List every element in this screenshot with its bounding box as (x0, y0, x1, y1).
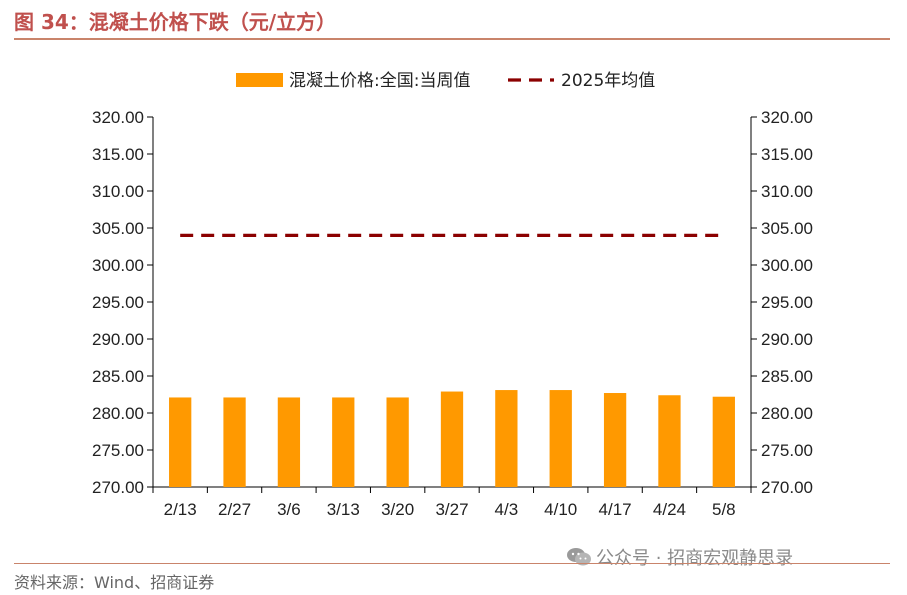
left-tick-label: 275.00 (92, 441, 144, 460)
left-tick-label: 310.00 (92, 182, 144, 201)
right-tick-label: 275.00 (761, 441, 813, 460)
bar-3/13 (332, 397, 355, 487)
x-tick-label: 4/3 (495, 500, 519, 519)
x-tick-label: 3/20 (381, 500, 414, 519)
concrete-price-chart: 混凝土价格:全国:当周值 2025年均值 270.00 275.00 280.00 28… (92, 71, 813, 519)
right-tick-label: 285.00 (761, 367, 813, 386)
right-tick-label: 280.00 (761, 404, 813, 423)
legend: 混凝土价格:全国:当周值 2025年均值 (236, 71, 655, 91)
left-tick-label: 270.00 (92, 478, 144, 497)
right-tick-label: 315.00 (761, 145, 813, 164)
right-tick-label: 320.00 (761, 108, 813, 127)
left-tick-label: 315.00 (92, 145, 144, 164)
left-tick-label: 300.00 (92, 256, 144, 275)
wechat-icon (567, 548, 591, 566)
bar-4/3 (495, 390, 518, 487)
bar-3/6 (277, 397, 301, 487)
left-tick-label: 295.00 (92, 293, 144, 312)
left-tick-label: 320.00 (92, 108, 144, 127)
watermark: 公众号 · 招商宏观静思录 (566, 544, 793, 570)
right-y-axis: 270.00 275.00 280.00 285.00 290.00 295.00 300.… (750, 108, 813, 497)
legend-swatch-bar (236, 73, 283, 87)
x-tick-label: 3/13 (327, 500, 360, 519)
bar-4/24 (658, 395, 681, 487)
right-tick-label: 305.00 (761, 219, 813, 238)
bar-2/27 (223, 397, 246, 487)
left-tick-label: 285.00 (92, 367, 144, 386)
left-tick-label: 305.00 (92, 219, 144, 238)
source-note: 资料来源：Wind、招商证券 (14, 573, 215, 592)
x-tick-label: 2/13 (164, 500, 197, 519)
right-tick-label: 310.00 (761, 182, 813, 201)
left-y-axis: 270.00 275.00 280.00 285.00 290.00 295.00 300.… (92, 108, 154, 497)
legend-label-bar: 混凝土价格:全国:当周值 (289, 71, 470, 91)
bar-4/17 (603, 393, 627, 487)
title-divider (14, 38, 890, 40)
x-tick-label: 4/10 (544, 500, 577, 519)
x-axis: 2/13 2/27 3/6 3/13 3/20 3/27 4/3 4/10 4/17 4/24 5/… (152, 486, 752, 519)
x-tick-label: 4/17 (599, 500, 632, 519)
left-tick-label: 290.00 (92, 330, 144, 349)
chart-title: 图 34：混凝土价格下跌（元/立方） (14, 10, 337, 34)
footer-divider (14, 563, 890, 564)
right-tick-label: 290.00 (761, 330, 813, 349)
x-tick-label: 3/27 (435, 500, 468, 519)
right-tick-label: 270.00 (761, 478, 813, 497)
bar-series (169, 390, 735, 487)
legend-label-line: 2025年均值 (561, 71, 655, 91)
left-tick-label: 280.00 (92, 404, 144, 423)
bar-4/10 (549, 390, 572, 487)
x-tick-label: 4/24 (653, 500, 686, 519)
bar-3/20 (386, 397, 409, 487)
right-tick-label: 295.00 (761, 293, 813, 312)
bar-2/13 (169, 397, 192, 487)
x-tick-label: 3/6 (277, 500, 301, 519)
watermark-text: 公众号 · 招商宏观静思录 (596, 548, 794, 569)
bar-3/27 (440, 391, 464, 487)
right-tick-label: 300.00 (761, 256, 813, 275)
bar-5/8 (712, 396, 735, 487)
x-tick-label: 2/27 (218, 500, 251, 519)
x-tick-label: 5/8 (712, 500, 736, 519)
